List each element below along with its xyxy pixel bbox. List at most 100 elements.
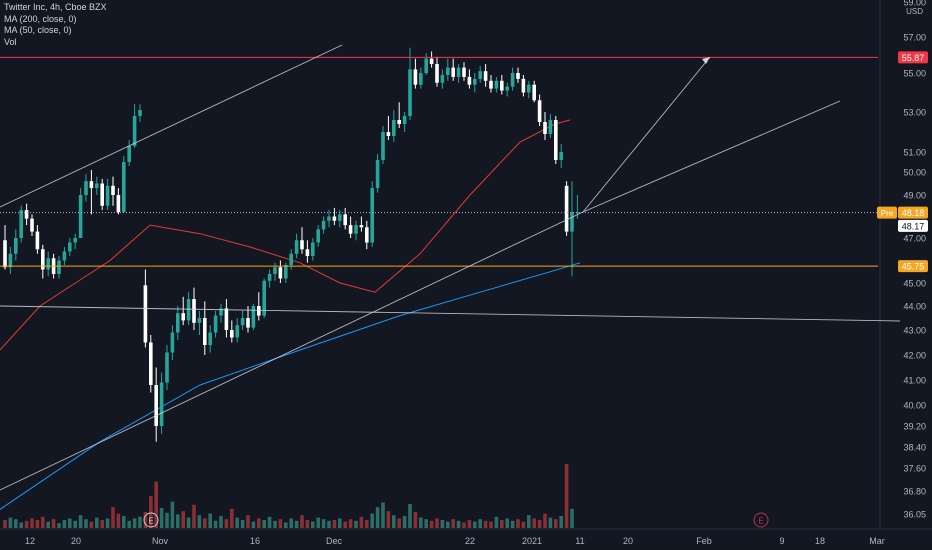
volume-bar <box>122 516 126 528</box>
candle-body <box>100 183 104 206</box>
volume-bar <box>30 518 34 528</box>
volume-bar <box>73 520 77 528</box>
x-tick-label: Feb <box>696 536 712 546</box>
candle-body <box>494 80 499 89</box>
ma50-line <box>0 119 571 351</box>
y-tick-label: 55.00 <box>903 69 926 79</box>
earnings-marker: E <box>753 512 769 528</box>
candle-body <box>413 69 418 85</box>
x-tick-label: Nov <box>152 536 169 546</box>
candle-body <box>527 84 531 93</box>
candle-body <box>208 332 212 345</box>
y-tick-label: 40.00 <box>903 401 926 411</box>
ma50-legend[interactable]: MA (50, close, 0) <box>4 25 72 35</box>
candle-body <box>548 120 553 134</box>
candle-body <box>132 116 137 146</box>
volume-bar <box>89 521 94 528</box>
candle-body <box>159 382 164 426</box>
volume-bar <box>100 520 104 528</box>
volume-bar <box>219 516 223 528</box>
candle-body <box>116 195 121 213</box>
volume-bar <box>311 521 315 528</box>
price-label-text: 55.87 <box>902 53 925 63</box>
volume-bar <box>532 518 536 528</box>
candle-body <box>240 318 245 326</box>
candle-body <box>219 308 223 316</box>
y-tick-label: 44.00 <box>903 302 926 312</box>
price-label-box <box>898 260 928 273</box>
price-label: 45.75 <box>898 260 928 273</box>
candle-body <box>338 214 342 221</box>
candle-body <box>348 225 353 234</box>
pre-badge-text: Pre <box>881 209 894 218</box>
candle-body <box>122 162 126 213</box>
candle-body <box>311 242 315 256</box>
volume-bar <box>419 517 423 528</box>
candle-body <box>402 116 407 124</box>
volume-bar <box>246 515 250 528</box>
volume-bar <box>451 519 455 528</box>
candle-body <box>30 218 34 232</box>
volume-bar <box>467 520 472 528</box>
candle-body <box>440 74 445 83</box>
earnings-text: E <box>148 517 153 526</box>
volume-bar <box>192 504 196 528</box>
candle-body <box>224 308 229 330</box>
candle-body <box>532 84 536 101</box>
candle-body <box>289 253 293 265</box>
candle-body <box>246 318 250 328</box>
volume-bar <box>68 518 72 528</box>
candle-body <box>397 120 401 124</box>
price-label-box <box>898 219 928 232</box>
candle-body <box>537 100 542 122</box>
candle-body <box>543 122 547 134</box>
candle-body <box>176 313 180 333</box>
candle-body <box>462 67 466 77</box>
price-label: 55.87 <box>898 51 928 64</box>
candle-body <box>483 71 488 81</box>
candle-body <box>478 71 482 79</box>
candle-body <box>321 220 326 230</box>
candle-body <box>251 306 256 328</box>
price-label-text: 45.75 <box>902 262 925 272</box>
volume-bar <box>95 517 99 528</box>
volume-bar <box>78 515 83 528</box>
volume-bar <box>435 518 439 528</box>
candle-body <box>424 58 428 73</box>
candle-body <box>284 265 288 279</box>
symbol-title[interactable]: Twitter Inc, 4h, Cboe BZX <box>4 2 107 12</box>
trend-line <box>0 211 584 491</box>
y-tick-label: 49.00 <box>903 191 926 201</box>
volume-bar <box>197 515 202 528</box>
x-tick-label: 2021 <box>522 536 542 546</box>
price-label-text: 48.18 <box>902 208 925 218</box>
candle-body <box>354 225 358 234</box>
x-tick-label: 12 <box>25 536 35 546</box>
volume-bar <box>332 520 337 528</box>
volume-bar <box>375 507 380 528</box>
volume-bar <box>343 521 347 528</box>
volume-bar <box>24 520 29 528</box>
volume-bar <box>230 508 234 528</box>
candle-body <box>305 249 310 256</box>
candle-body <box>203 318 207 345</box>
candle-body <box>57 260 61 274</box>
volume-legend[interactable]: Vol <box>4 36 17 47</box>
volume-bar <box>154 481 158 528</box>
volume-bar <box>494 516 499 528</box>
candle-body <box>165 352 169 383</box>
y-tick-label: 38.40 <box>903 443 926 453</box>
candle-body <box>516 73 520 79</box>
volume-bar <box>105 518 110 528</box>
volume-bar <box>424 519 428 528</box>
volume-bar <box>127 520 131 528</box>
ma200-legend[interactable]: MA (200, close, 0) <box>4 13 77 24</box>
volume-bar <box>149 496 153 528</box>
volume-bar <box>365 520 369 528</box>
y-tick-label: 57.00 <box>903 33 926 43</box>
volume-bar <box>267 516 272 528</box>
candle-body <box>41 249 45 270</box>
volume-bar <box>170 501 175 528</box>
candle-body <box>429 58 434 64</box>
